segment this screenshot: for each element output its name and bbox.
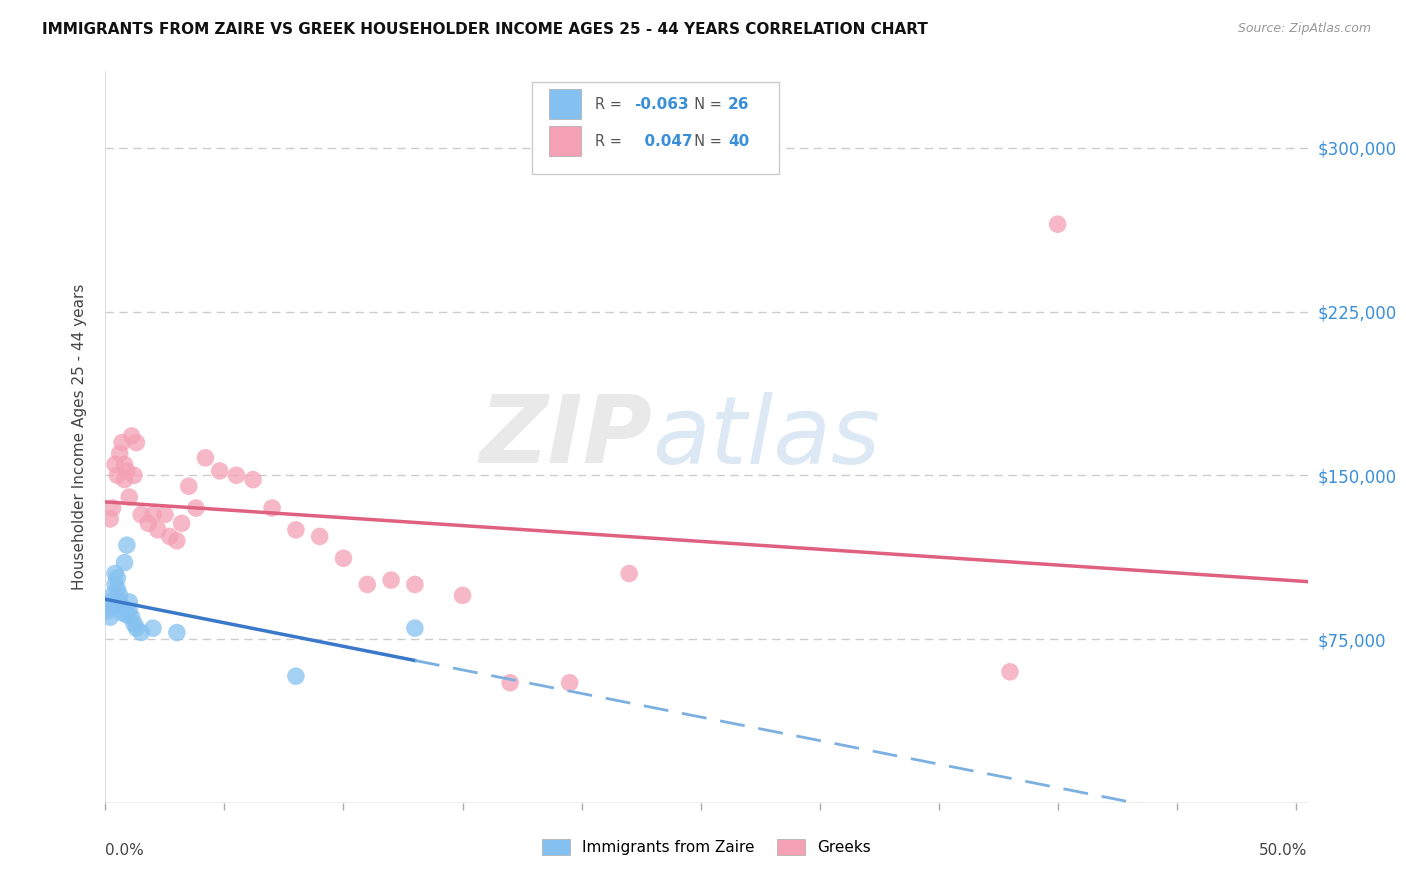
Point (118, 490, 141, 504)
Text: atlas: atlas (652, 392, 880, 483)
Point (121, 610, 143, 624)
Point (208, 464, 231, 478)
Text: N =: N = (685, 96, 727, 112)
Point (121, 429, 143, 443)
Point (146, 523, 169, 537)
Point (242, 473, 264, 487)
Point (225, 468, 247, 483)
Point (104, 566, 127, 581)
Text: 26: 26 (728, 96, 749, 112)
Point (998, 665, 1021, 679)
Point (142, 508, 165, 522)
Text: 0.0%: 0.0% (105, 843, 145, 858)
Point (115, 464, 138, 478)
Point (115, 538, 138, 552)
Point (101, 588, 124, 602)
Text: IMMIGRANTS FROM ZAIRE VS GREEK HOUSEHOLDER INCOME AGES 25 - 44 YEARS CORRELATION: IMMIGRANTS FROM ZAIRE VS GREEK HOUSEHOLD… (42, 22, 928, 37)
Text: -0.063: -0.063 (634, 96, 689, 112)
Point (177, 479, 200, 493)
Point (136, 516, 159, 531)
Point (98, 610, 121, 624)
Point (159, 529, 181, 543)
Text: ZIP: ZIP (479, 391, 652, 483)
Point (104, 577, 127, 591)
Text: 40: 40 (728, 134, 749, 149)
Point (114, 473, 136, 487)
Point (284, 669, 307, 683)
Point (499, 675, 522, 690)
Legend: Immigrants from Zaire, Greeks: Immigrants from Zaire, Greeks (536, 833, 877, 861)
Point (558, 675, 581, 690)
Point (170, 516, 193, 531)
Point (98, 512, 121, 526)
Point (122, 616, 145, 631)
Point (105, 468, 128, 483)
Point (111, 599, 134, 614)
Point (284, 523, 307, 537)
Point (125, 435, 148, 450)
Point (166, 625, 188, 640)
Point (118, 604, 141, 618)
Point (617, 566, 640, 581)
Text: R =: R = (595, 134, 626, 149)
Text: 50.0%: 50.0% (1260, 843, 1308, 858)
Point (129, 625, 152, 640)
Point (111, 606, 134, 620)
Text: R =: R = (595, 96, 626, 112)
FancyBboxPatch shape (533, 82, 779, 174)
Point (101, 599, 124, 614)
Point (262, 501, 284, 516)
Point (125, 621, 148, 635)
Point (105, 582, 128, 596)
Point (356, 577, 378, 591)
Point (153, 508, 176, 522)
Point (97, 604, 120, 618)
Point (115, 607, 138, 622)
Text: Source: ZipAtlas.com: Source: ZipAtlas.com (1237, 22, 1371, 36)
FancyBboxPatch shape (548, 89, 582, 119)
Point (98, 595, 121, 609)
Point (332, 551, 354, 566)
Point (114, 556, 136, 570)
Point (105, 571, 128, 585)
FancyBboxPatch shape (548, 127, 582, 156)
Point (142, 621, 165, 635)
Point (380, 573, 402, 587)
Point (184, 501, 207, 516)
Point (194, 450, 217, 465)
Y-axis label: Householder Income Ages 25 - 44 years: Householder Income Ages 25 - 44 years (72, 284, 87, 591)
Point (129, 508, 152, 522)
Point (451, 588, 474, 602)
Point (108, 446, 131, 460)
Point (101, 501, 124, 516)
Point (114, 458, 136, 472)
Text: N =: N = (685, 134, 727, 149)
Point (111, 435, 134, 450)
Point (1046, 217, 1069, 231)
Point (108, 595, 131, 609)
Point (308, 529, 330, 543)
Point (404, 577, 426, 591)
Point (166, 533, 188, 548)
Point (104, 458, 127, 472)
Text: 0.047: 0.047 (634, 134, 693, 149)
Point (404, 621, 426, 635)
Point (118, 595, 141, 609)
Point (122, 468, 145, 483)
Point (108, 588, 131, 602)
